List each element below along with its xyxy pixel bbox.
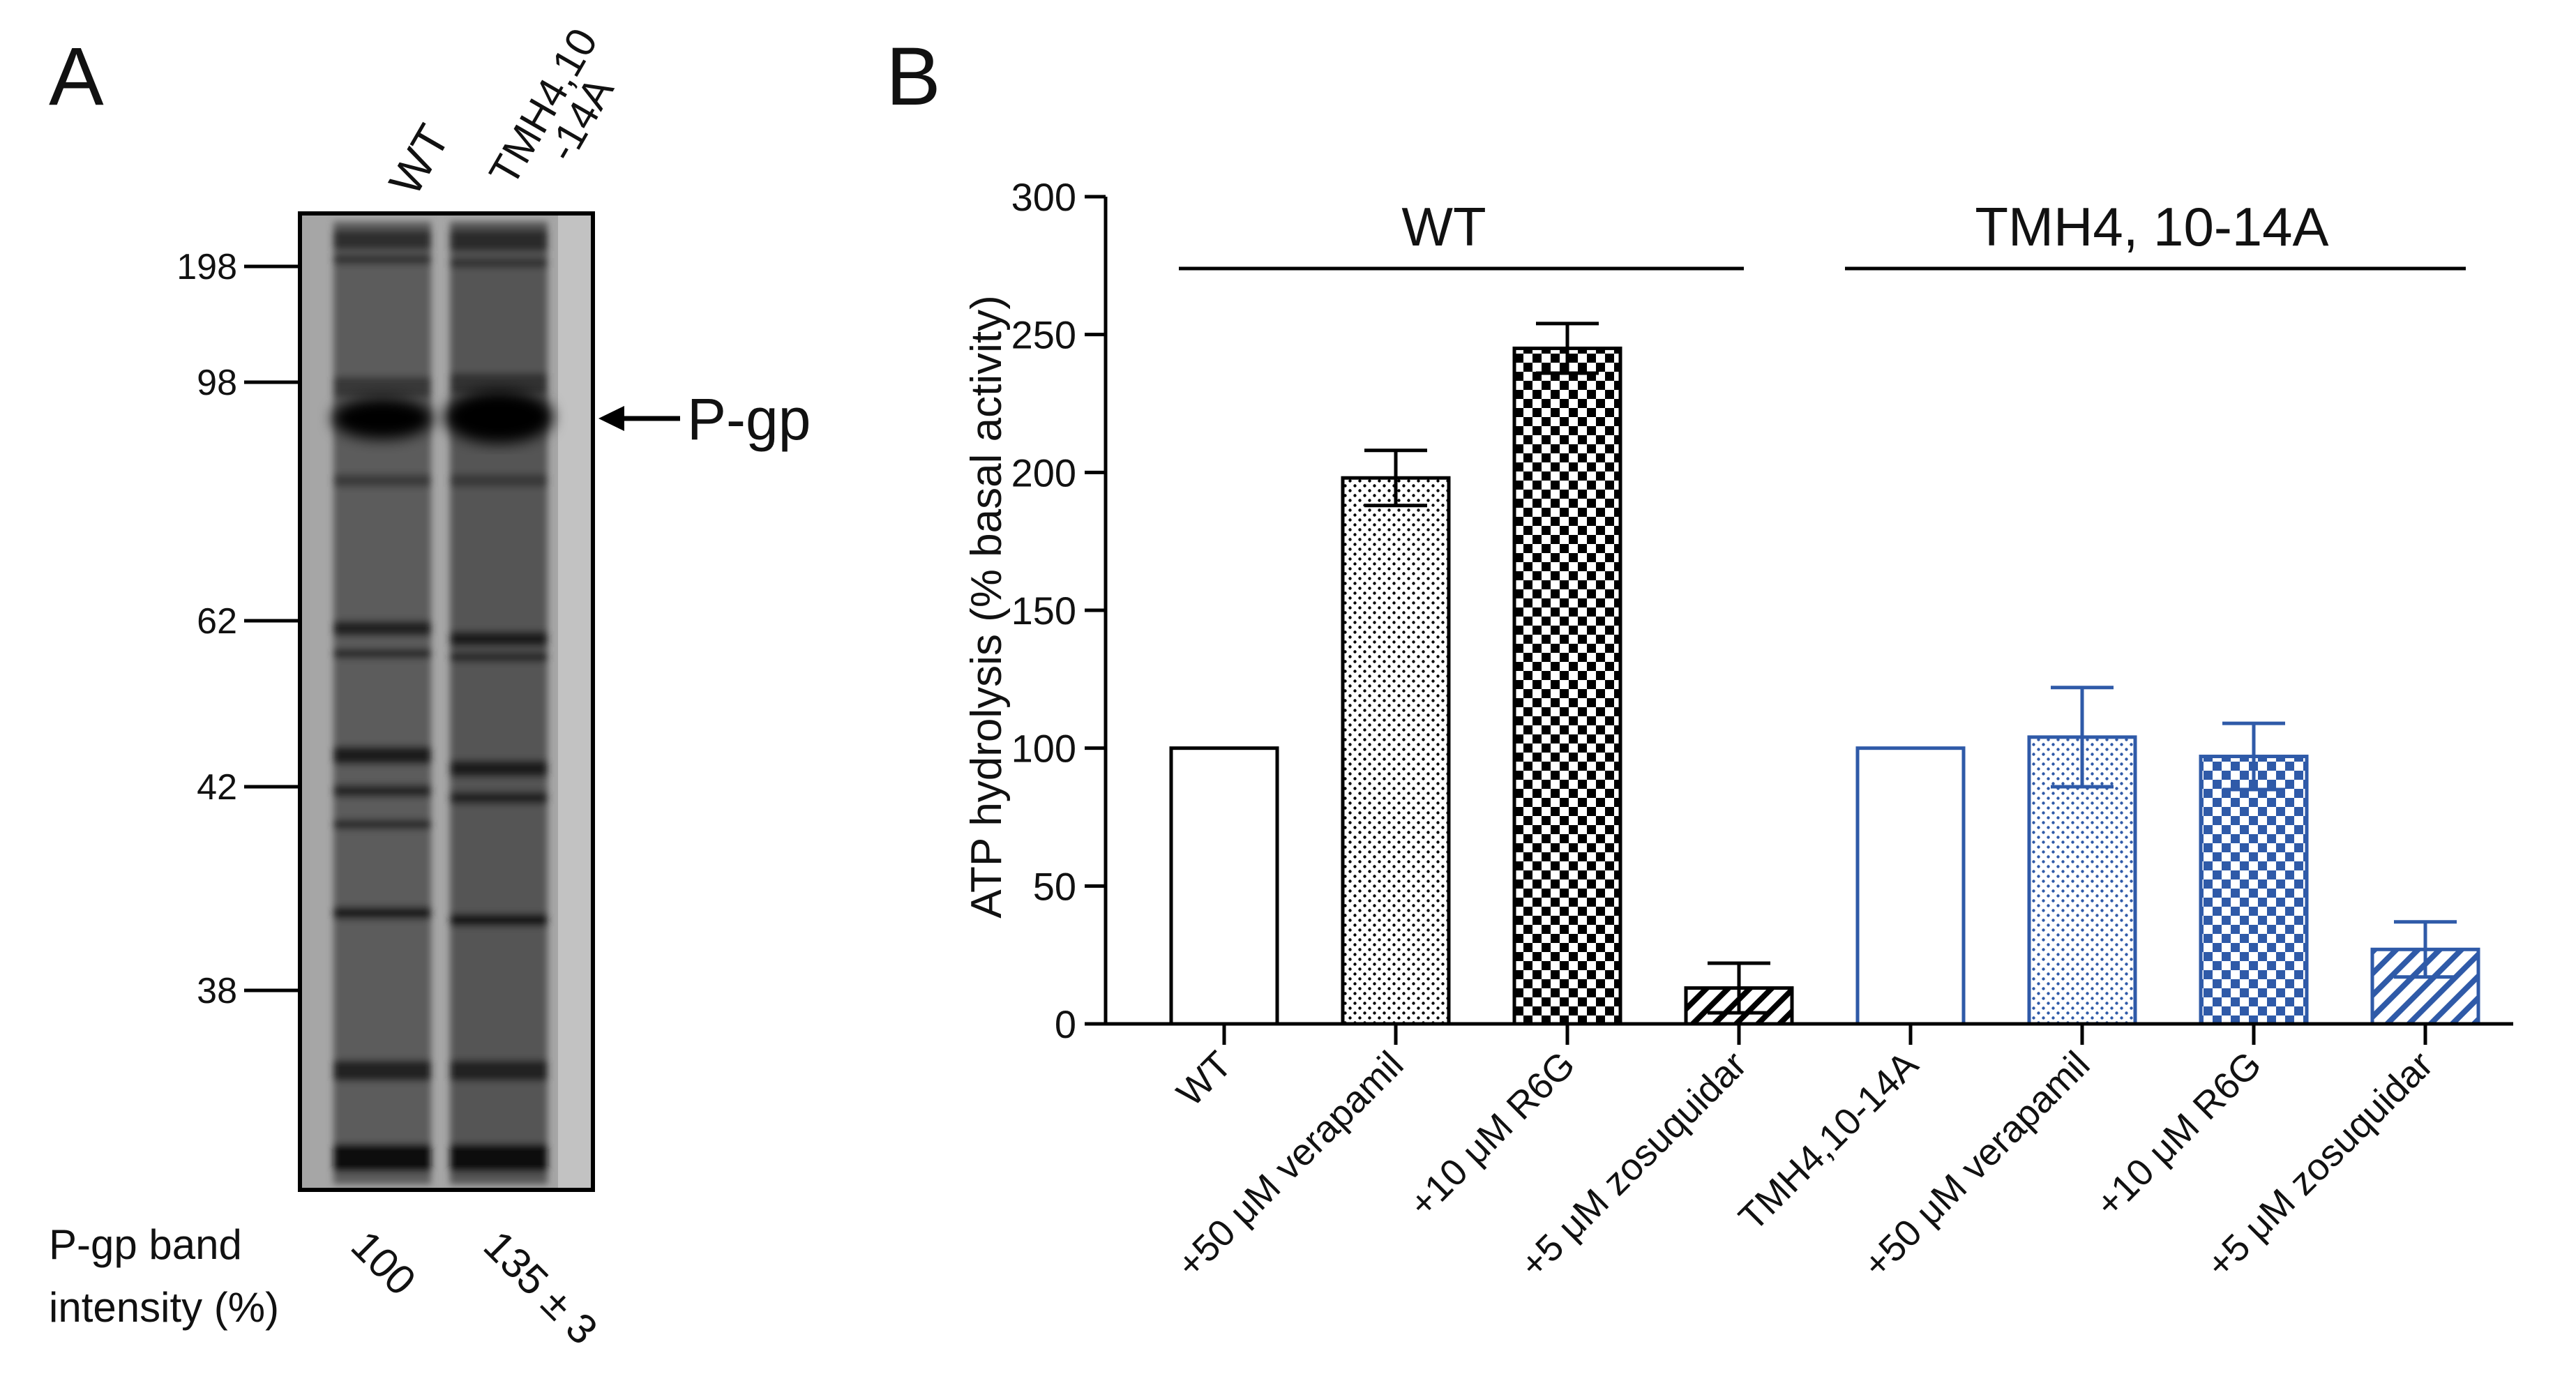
marker-198: 198 <box>176 247 300 287</box>
group-label-mutant: TMH4, 10-14A <box>1975 196 2328 257</box>
svg-text:198: 198 <box>176 247 237 287</box>
y-tick-label: 250 <box>1011 313 1076 357</box>
intensity-value-wt: 100 <box>342 1222 425 1304</box>
intensity-label-line2: intensity (%) <box>49 1284 279 1331</box>
panel-b: B ATP hydrolysis (% basal activity) 0 50 1… <box>886 31 2513 1286</box>
bar <box>2199 755 2309 1026</box>
svg-text:98: 98 <box>197 363 237 403</box>
lane-label-wt: WT <box>379 116 459 204</box>
x-axis: WT+50 μM verapamil+10 μM R6G+5 μM zosuqu… <box>1106 1022 2513 1286</box>
intensity-value-mutant: 135 ± 3 <box>475 1222 607 1354</box>
intensity-label-line1: P-gp band <box>49 1221 242 1268</box>
y-tick-label: 150 <box>1011 589 1076 633</box>
pgp-arrow: P-gp <box>598 386 811 452</box>
bar <box>1855 746 1966 1026</box>
bar <box>1341 476 1451 1026</box>
panel-b-letter: B <box>886 31 941 123</box>
x-tick-label: +10 μM R6G <box>1401 1043 1583 1225</box>
marker-98: 98 <box>197 363 300 403</box>
x-tick-label: TMH4,10-14A <box>1731 1043 1926 1239</box>
bar <box>1169 746 1279 1026</box>
y-tick-label: 200 <box>1011 451 1076 495</box>
panel-a: A WT TMH4,10 -14A <box>49 20 811 1353</box>
y-tick-label: 50 <box>1033 864 1076 908</box>
panel-a-letter: A <box>49 31 104 123</box>
y-axis: 0 50 100 150 200 250 300 <box>1011 175 1108 1046</box>
group-bracket-wt: WT <box>1179 196 1744 271</box>
bar <box>1512 346 1622 1026</box>
svg-text:42: 42 <box>197 767 237 808</box>
y-tick-label: 100 <box>1011 727 1076 771</box>
x-tick-label: +10 μM R6G <box>2088 1043 2270 1225</box>
y-tick-label: 300 <box>1011 175 1076 219</box>
group-bracket-mutant: TMH4, 10-14A <box>1845 196 2466 271</box>
pgp-arrow-label: P-gp <box>687 386 811 452</box>
group-label-wt: WT <box>1401 196 1486 257</box>
x-tick-label: WT <box>1169 1043 1240 1115</box>
marker-42: 42 <box>197 767 300 808</box>
bars <box>1169 322 2480 1026</box>
svg-text:62: 62 <box>197 601 237 642</box>
marker-62: 62 <box>197 601 300 642</box>
gel-image <box>298 211 595 1192</box>
y-tick-label: 0 <box>1055 1002 1076 1046</box>
y-axis-label: ATP hydrolysis (% basal activity) <box>963 295 1011 919</box>
svg-text:38: 38 <box>197 971 237 1011</box>
marker-38: 38 <box>197 971 300 1011</box>
